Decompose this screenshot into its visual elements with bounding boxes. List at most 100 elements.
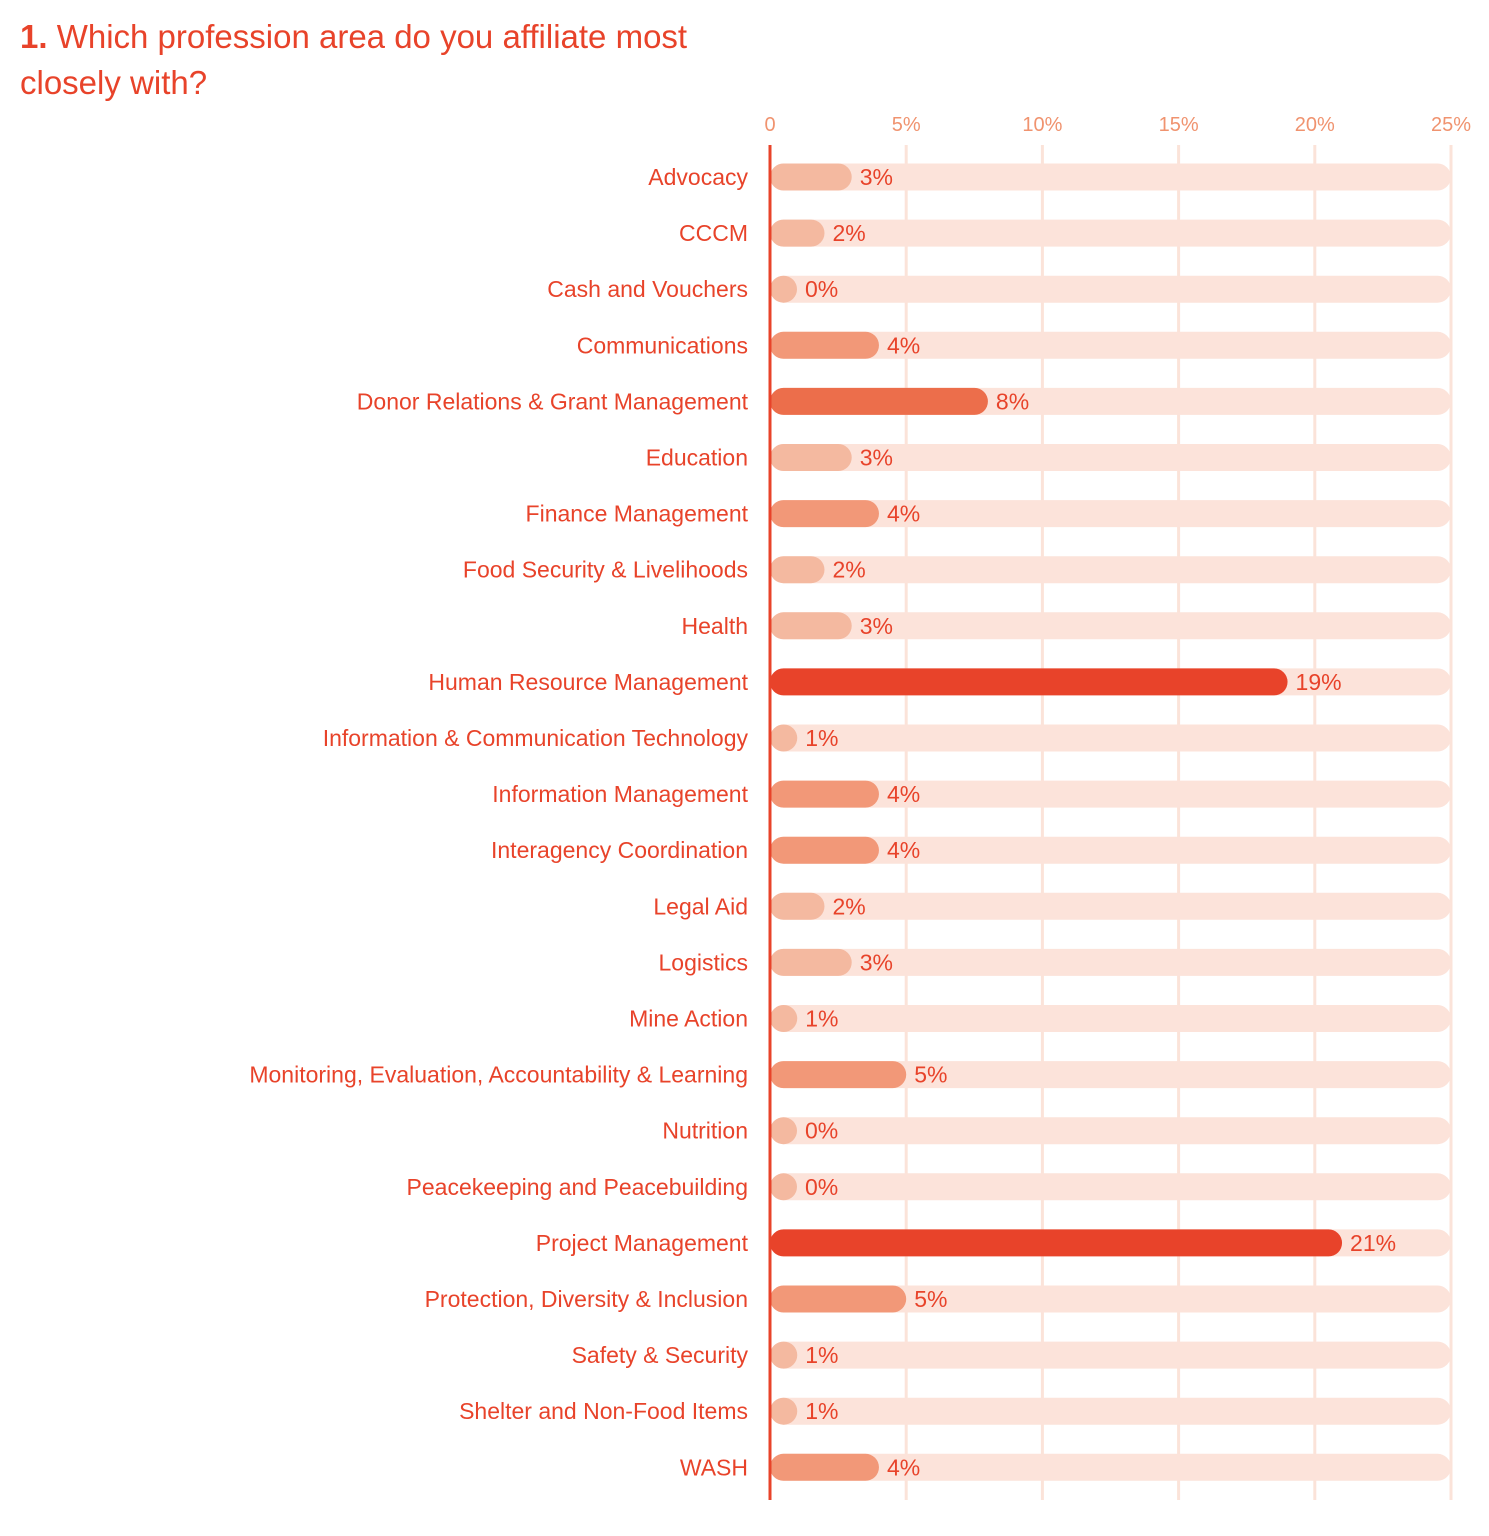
bar: [770, 556, 825, 584]
value-label: 8%: [996, 388, 1029, 414]
category-label: Information Management: [492, 781, 748, 807]
bar-track: [770, 948, 1451, 976]
bar-track: [770, 836, 1451, 864]
bar: [770, 1173, 797, 1201]
bar: [770, 275, 797, 303]
bar: [770, 612, 852, 640]
value-label: 0%: [805, 276, 838, 302]
bar-track: [770, 724, 1451, 752]
category-labels: Advocacy CCCM Cash and Vouchers Communicati…: [249, 164, 748, 1480]
bar: [770, 892, 825, 920]
category-label: Logistics: [659, 949, 748, 975]
value-label: 19%: [1296, 669, 1342, 695]
bar-track: [770, 612, 1451, 640]
value-label: 4%: [887, 837, 920, 863]
bar-track: [770, 1173, 1451, 1201]
value-label: 1%: [805, 725, 838, 751]
category-label: Interagency Coordination: [491, 837, 748, 863]
bar-track: [770, 1285, 1451, 1313]
bar-track: [770, 1117, 1451, 1145]
bar-track: [770, 163, 1451, 191]
bars: [770, 163, 1343, 1481]
value-label: 5%: [914, 1286, 947, 1312]
bar: [770, 724, 798, 752]
bar-track: [770, 1061, 1451, 1089]
question-number: 1.: [20, 18, 48, 55]
bar-track: [770, 1453, 1451, 1481]
category-label: Donor Relations & Grant Management: [357, 388, 749, 414]
x-tick-label: 25%: [1431, 114, 1471, 136]
category-label: Monitoring, Evaluation, Accountability &…: [249, 1062, 748, 1088]
bar: [770, 780, 879, 808]
category-label: Finance Management: [526, 501, 749, 527]
bar: [770, 668, 1288, 696]
bar-track: [770, 1005, 1451, 1032]
value-label: 1%: [805, 1006, 838, 1032]
value-label: 2%: [832, 220, 865, 246]
category-label: WASH: [680, 1454, 748, 1480]
bar-track: [770, 500, 1451, 528]
x-tick-label: 20%: [1295, 114, 1335, 136]
value-label: 0%: [805, 1174, 838, 1200]
category-label: Safety & Security: [572, 1342, 749, 1368]
value-label: 3%: [860, 949, 893, 975]
bar: [770, 1397, 798, 1425]
value-label: 4%: [887, 501, 920, 527]
category-label: Protection, Diversity & Inclusion: [425, 1286, 748, 1312]
category-label: Education: [646, 445, 748, 471]
bar: [770, 1061, 907, 1089]
bar-track: [770, 1397, 1451, 1425]
value-label: 4%: [887, 332, 920, 358]
bar-tracks: [770, 163, 1451, 1481]
category-label: Mine Action: [629, 1006, 748, 1032]
category-label: Project Management: [536, 1230, 749, 1256]
category-label: Legal Aid: [653, 893, 748, 919]
bar: [770, 1117, 797, 1145]
category-label: Communications: [577, 332, 748, 358]
x-tick-label: 15%: [1159, 114, 1199, 136]
category-label: Food Security & Livelihoods: [463, 557, 748, 583]
value-label: 3%: [860, 613, 893, 639]
bar: [770, 1285, 907, 1313]
bar-track: [770, 1341, 1451, 1369]
x-tick-labels: 0 5% 10% 15% 20% 25%: [764, 114, 1471, 136]
value-label: 1%: [805, 1398, 838, 1424]
x-tick-label: 5%: [892, 114, 921, 136]
bar-track: [770, 275, 1451, 303]
value-label: 3%: [860, 445, 893, 471]
value-label: 21%: [1350, 1230, 1396, 1256]
bar-track: [770, 331, 1451, 359]
bar: [770, 1453, 879, 1481]
bar: [770, 948, 852, 976]
value-labels: 3% 2% 0% 4% 8% 3% 4% 2% 3% 19% 1% 4% 4% 2% 3% 1% 5% 0% 0% 2…: [805, 164, 1396, 1480]
bar: [770, 1341, 798, 1369]
category-label: Advocacy: [648, 164, 748, 190]
bar: [770, 444, 852, 471]
bar: [770, 1229, 1343, 1257]
value-label: 4%: [887, 781, 920, 807]
bar-track: [770, 444, 1451, 471]
value-label: 2%: [832, 557, 865, 583]
bar-track: [770, 556, 1451, 584]
category-label: Shelter and Non-Food Items: [459, 1398, 748, 1424]
bar: [770, 1005, 798, 1032]
bar-track: [770, 780, 1451, 808]
value-label: 4%: [887, 1454, 920, 1480]
category-label: Information & Communication Technology: [323, 725, 749, 751]
bar: [770, 163, 852, 191]
bar-track: [770, 892, 1451, 920]
category-label: Human Resource Management: [428, 669, 748, 695]
value-label: 2%: [832, 893, 865, 919]
bar-track: [770, 219, 1451, 247]
category-label: Peacekeeping and Peacebuilding: [407, 1174, 748, 1200]
value-label: 1%: [805, 1342, 838, 1368]
value-label: 5%: [914, 1062, 947, 1088]
category-label: CCCM: [679, 220, 748, 246]
value-label: 3%: [860, 164, 893, 190]
question-text: Which profession area do you affiliate m…: [20, 18, 688, 101]
category-label: Health: [682, 613, 748, 639]
category-label: Cash and Vouchers: [547, 276, 748, 302]
bar: [770, 836, 879, 864]
x-tick-label: 10%: [1022, 114, 1062, 136]
